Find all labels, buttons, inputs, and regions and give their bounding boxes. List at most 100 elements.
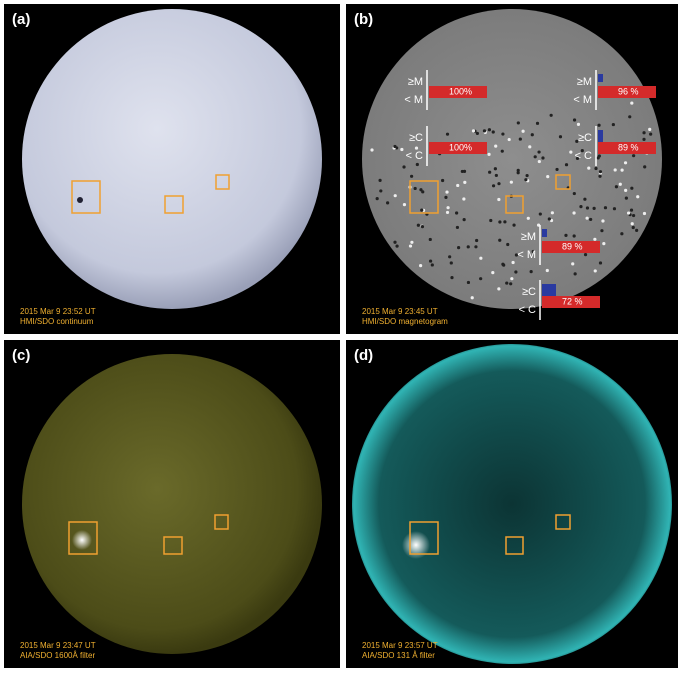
- magnetic-feature: [393, 194, 397, 198]
- magnetic-feature: [528, 145, 532, 149]
- active-region-box: [555, 174, 571, 190]
- magnetic-feature: [630, 222, 634, 226]
- magnetic-feature: [395, 244, 399, 248]
- magnetic-feature: [587, 166, 591, 170]
- class-lower: < M: [517, 249, 536, 261]
- magnetic-feature: [450, 276, 454, 280]
- class-upper: ≥M: [408, 76, 423, 88]
- magnetic-feature: [601, 219, 605, 223]
- magnetic-feature: [466, 280, 471, 285]
- magnetic-feature: [506, 242, 510, 247]
- observation-date: 2015 Mar 9 23:45 UT: [362, 307, 438, 316]
- solar-disk: [22, 9, 322, 309]
- magnetic-feature: [462, 169, 467, 173]
- panel-label: (a): [12, 11, 30, 28]
- probability-value: 89 %: [618, 142, 639, 152]
- magnetic-feature: [455, 211, 459, 215]
- magnetic-feature: [643, 165, 647, 169]
- magnetic-feature: [474, 245, 478, 249]
- magnetic-feature: [602, 241, 606, 246]
- magnetic-feature: [579, 204, 583, 209]
- magnetic-feature: [631, 213, 636, 218]
- probability-value: 72 %: [562, 296, 583, 306]
- magnetic-feature: [555, 167, 559, 172]
- magnetic-feature: [535, 121, 540, 125]
- active-region-box: [164, 195, 184, 214]
- magnetic-feature: [488, 170, 492, 174]
- magnetic-feature: [623, 161, 628, 165]
- probability-bar: [598, 86, 656, 98]
- magnetic-feature: [503, 220, 507, 224]
- magnetic-feature: [475, 131, 479, 136]
- magnetic-feature: [518, 137, 522, 141]
- magnetic-feature: [629, 208, 634, 212]
- magnetic-feature: [487, 152, 491, 156]
- magnetic-feature: [642, 211, 647, 216]
- magnetic-feature: [408, 244, 413, 248]
- magnetic-feature: [512, 223, 516, 227]
- magnetic-feature: [500, 149, 504, 153]
- magnetic-feature: [402, 203, 407, 207]
- magnetic-feature: [375, 196, 379, 201]
- probability-bar: [598, 142, 656, 154]
- probability-bar: [429, 86, 487, 98]
- magnetic-feature: [413, 186, 417, 191]
- magnetic-feature: [620, 168, 624, 172]
- magnetic-feature: [420, 225, 425, 229]
- magnetic-feature: [445, 210, 450, 215]
- magnetic-feature: [378, 178, 382, 182]
- magnetic-feature: [400, 147, 404, 152]
- magnetic-feature: [631, 225, 635, 230]
- magnetic-feature: [618, 182, 622, 186]
- class-upper: ≥M: [577, 76, 592, 88]
- probability-value: 89 %: [562, 241, 583, 251]
- magnetic-feature: [614, 185, 619, 189]
- magnetic-feature: [414, 146, 419, 150]
- magnetic-feature: [580, 149, 584, 153]
- observation-date: 2015 Mar 9 23:47 UT: [20, 641, 96, 650]
- magnetic-feature: [501, 132, 505, 136]
- magnetic-feature: [421, 190, 425, 194]
- probability-value: 100%: [449, 142, 472, 152]
- magnetic-feature: [497, 197, 501, 202]
- magnetic-feature: [379, 189, 383, 193]
- magnetic-feature: [564, 233, 568, 237]
- magnetic-feature: [463, 180, 467, 185]
- magnetic-feature: [510, 277, 514, 281]
- panel-label: (b): [354, 11, 373, 28]
- magnetic-feature: [583, 253, 588, 257]
- magnetic-feature: [455, 225, 460, 230]
- magnetic-feature: [386, 201, 390, 205]
- upper-bar: [598, 130, 603, 146]
- magnetic-feature: [491, 184, 496, 188]
- magnetic-feature: [572, 118, 577, 122]
- magnetic-feature: [576, 122, 581, 126]
- magnetic-feature: [628, 115, 632, 119]
- magnetic-feature: [470, 296, 474, 300]
- class-upper: ≥C: [578, 132, 592, 144]
- observation-date: 2015 Mar 9 23:52 UT: [20, 307, 96, 316]
- magnetic-feature: [611, 122, 615, 127]
- instrument-name: AIA/SDO 1600Å filter: [20, 651, 95, 660]
- magnetic-feature: [598, 174, 602, 178]
- magnetic-feature: [530, 133, 534, 137]
- magnetic-feature: [419, 264, 423, 268]
- magnetic-feature: [624, 196, 628, 200]
- magnetic-feature: [626, 211, 631, 215]
- magnetic-feature: [575, 139, 579, 143]
- magnetic-feature: [524, 178, 528, 182]
- magnetic-feature: [541, 156, 545, 160]
- magnetic-feature: [537, 150, 541, 154]
- magnetic-feature: [521, 129, 525, 133]
- magnetic-feature: [494, 144, 498, 148]
- magnetic-feature: [630, 101, 634, 105]
- active-region-box: [71, 180, 101, 214]
- magnetic-feature: [498, 238, 502, 242]
- class-upper: ≥C: [409, 132, 423, 144]
- solar-disk: [22, 354, 322, 654]
- magnetic-feature: [547, 217, 551, 221]
- active-region-box: [409, 521, 439, 555]
- probability-bar: [542, 296, 600, 308]
